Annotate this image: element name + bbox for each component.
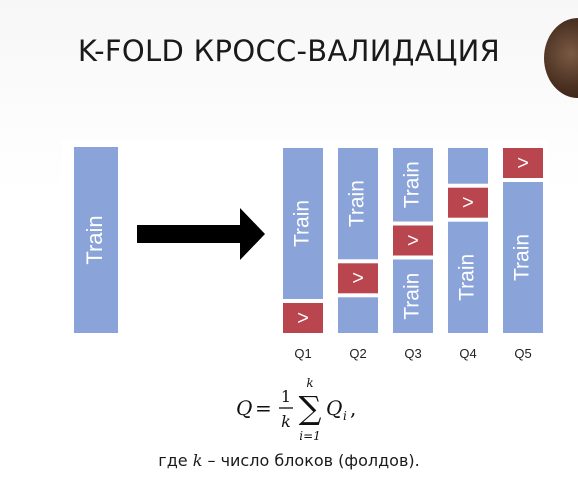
fold-Q5-validation — [503, 148, 543, 178]
fold-label-Q1: Q1 — [294, 346, 311, 361]
fold-label-Q3: Q3 — [404, 346, 421, 361]
caption-variable: k — [192, 451, 203, 470]
formula-sum-lower: i=1 — [299, 429, 321, 443]
fold-Q3-validation-label: > — [407, 230, 419, 252]
fold-Q4-train-lower — [448, 221, 488, 333]
fold-label-Q2: Q2 — [349, 346, 366, 361]
caption: где k – число блоков (фолдов). — [0, 451, 578, 470]
formula: Q = 1 k k ∑ i=1 Q i , — [236, 376, 356, 443]
fold-label-Q4: Q4 — [459, 346, 476, 361]
fold-Q2-validation-label: > — [352, 268, 364, 290]
fold-Q2-train-lower — [338, 297, 378, 333]
sum-sign-icon: ∑ — [299, 389, 322, 427]
fold-Q3-train-label: Train — [401, 161, 424, 208]
fold-Q5-train-lower — [503, 182, 543, 333]
fold-Q5-train-label-lower: Train — [511, 234, 534, 281]
source-train-block — [74, 147, 118, 333]
formula-equals: = — [255, 396, 272, 420]
formula-frac-denominator: k — [281, 412, 291, 431]
fold-Q4-validation-label: > — [462, 192, 474, 214]
fold-Q2-validation — [338, 263, 378, 294]
fold-Q1-validation-label: > — [297, 307, 309, 329]
fold-Q4-train-upper — [448, 148, 488, 184]
formula-term-base: Q — [326, 396, 342, 420]
fold-Q1-train-label: Train — [291, 200, 314, 247]
formula-trailing: , — [350, 396, 356, 420]
fold-columns: Train > Q1 Train > Q2 Train > Train Q3 > Train Q4 > Tr… — [283, 148, 543, 361]
formula-frac-numerator: 1 — [281, 387, 291, 406]
formula-lhs: Q — [236, 396, 252, 420]
fold-Q1-validation — [283, 303, 323, 333]
fold-Q4-validation — [448, 187, 488, 218]
formula-term-sub: i — [343, 409, 347, 423]
fold-Q5-validation-label: > — [517, 152, 529, 174]
formula-sum-upper: k — [306, 376, 313, 390]
slide-title: K-FOLD КРОСС-ВАЛИДАЦИЯ — [77, 34, 501, 68]
fold-Q3-validation — [393, 225, 433, 256]
fold-Q2-train-upper — [338, 148, 378, 260]
fold-Q3-train-upper — [393, 148, 433, 222]
fold-Q2-train-label: Train — [346, 180, 369, 227]
arrow-icon — [137, 208, 265, 260]
fold-Q4-train-label-lower: Train — [456, 254, 479, 301]
source-train-label: Train — [82, 215, 107, 264]
caption-suffix: – число блоков (фолдов). — [202, 451, 420, 470]
fold-Q3-train-label-lower: Train — [401, 273, 424, 320]
fold-Q3-train-lower — [393, 259, 433, 333]
caption-prefix: где — [158, 451, 193, 470]
fold-Q1-train-upper — [283, 148, 323, 299]
fold-label-Q5: Q5 — [514, 346, 531, 361]
